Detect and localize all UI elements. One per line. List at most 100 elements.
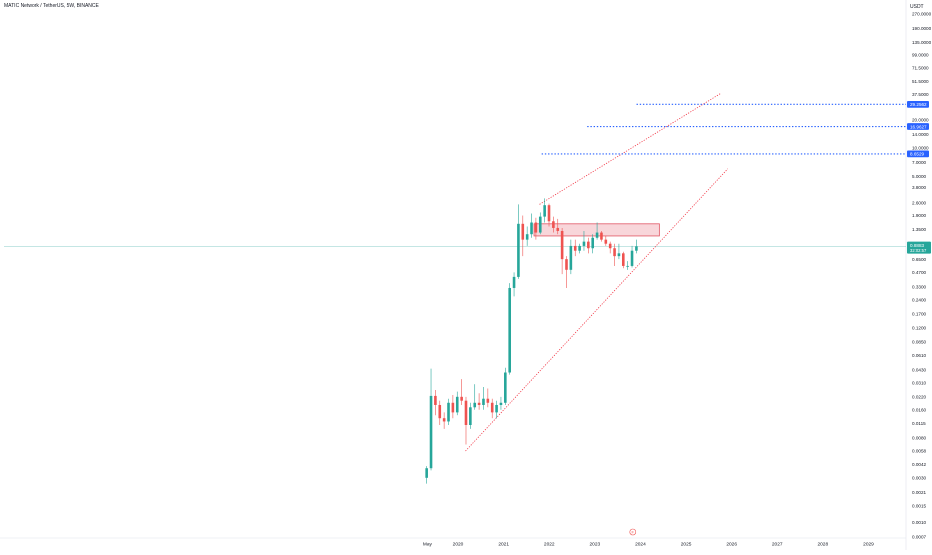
y-tick-label: 0.6500: [912, 257, 926, 262]
candle-body[interactable]: [442, 418, 446, 422]
candle-body[interactable]: [569, 245, 573, 270]
y-tick-label: 0.0058: [912, 449, 926, 454]
candle-body[interactable]: [543, 205, 546, 217]
x-tick-label: 2029: [863, 542, 874, 548]
y-tick-label: 0.3300: [912, 284, 926, 289]
x-tick-label: 2023: [589, 542, 600, 548]
candle-body[interactable]: [560, 230, 564, 260]
x-tick-label: 2027: [772, 542, 783, 548]
candle-body[interactable]: [464, 400, 468, 425]
y-tick-label: 0.0430: [912, 367, 926, 372]
y-tick-label: 3.8000: [912, 185, 926, 190]
candle-body[interactable]: [521, 223, 525, 240]
candle-body[interactable]: [556, 227, 560, 231]
y-tick-label: 14.0000: [912, 132, 929, 137]
candle-body[interactable]: [595, 232, 599, 238]
candle-body[interactable]: [490, 402, 494, 413]
y-tick-label: 0.0310: [912, 381, 926, 386]
y-tick-label: 0.0850: [912, 340, 926, 345]
y-tick-label: 2.6000: [912, 200, 926, 205]
candle-body[interactable]: [621, 253, 625, 266]
candle-body[interactable]: [482, 398, 485, 405]
target-level-label: 8.6529: [910, 152, 924, 157]
y-tick-label: 0.0015: [912, 504, 926, 509]
y-tick-label: 0.0080: [912, 436, 926, 441]
currency-label[interactable]: USDT: [910, 4, 924, 10]
candle-body[interactable]: [635, 246, 638, 251]
y-tick-label: 7.0000: [912, 160, 926, 165]
candle-body[interactable]: [547, 205, 551, 222]
candle-body[interactable]: [477, 402, 481, 405]
candle-body[interactable]: [451, 402, 455, 413]
y-tick-label: 37.5000: [912, 92, 929, 97]
y-tick-label: 0.2400: [912, 297, 926, 302]
candle-body[interactable]: [460, 396, 463, 401]
y-tick-label: 99.0000: [912, 52, 929, 57]
y-tick-label: 190.0000: [912, 26, 932, 31]
candle-body[interactable]: [473, 402, 477, 408]
candle-body[interactable]: [604, 239, 608, 244]
candle-body[interactable]: [495, 404, 498, 413]
y-tick-label: 0.0220: [912, 395, 926, 400]
candle-body[interactable]: [499, 402, 503, 405]
y-tick-label: 0.1700: [912, 311, 926, 316]
y-tick-label: 0.0007: [912, 535, 926, 540]
candle-body[interactable]: [626, 265, 629, 267]
y-tick-label: 270.0000: [912, 12, 932, 17]
candle-body[interactable]: [552, 221, 555, 228]
y-tick-label: 0.0610: [912, 353, 926, 358]
candle-body[interactable]: [425, 468, 428, 478]
candle-body[interactable]: [455, 396, 459, 413]
x-tick-label: 2021: [498, 542, 509, 548]
candle-body[interactable]: [600, 232, 603, 240]
y-tick-label: 1.9000: [912, 213, 926, 218]
target-level-badge: [907, 100, 929, 108]
candle-body[interactable]: [608, 243, 612, 249]
upper-trendline[interactable]: [539, 93, 721, 205]
candle-body[interactable]: [573, 245, 577, 251]
candle-body[interactable]: [630, 250, 634, 266]
y-tick-label: 0.0042: [912, 462, 926, 467]
target-level-badge: [907, 150, 929, 158]
candle-body[interactable]: [517, 223, 520, 277]
x-tick-label: 2028: [817, 542, 828, 548]
candle-body[interactable]: [512, 276, 516, 288]
candle-body[interactable]: [530, 222, 533, 235]
candle-body[interactable]: [617, 253, 621, 257]
x-tick-label: May: [423, 542, 433, 548]
last-price-countdown: 32:02:57: [910, 248, 927, 253]
candle-body[interactable]: [469, 407, 472, 425]
candle-body[interactable]: [434, 395, 437, 405]
y-tick-label: 0.1200: [912, 326, 926, 331]
candle-body[interactable]: [429, 395, 433, 469]
lower-trendline[interactable]: [465, 168, 729, 452]
candle-body[interactable]: [613, 248, 616, 257]
x-tick-label: 2024: [635, 542, 646, 548]
x-tick-label: 2020: [453, 542, 464, 548]
candle-body[interactable]: [508, 287, 511, 373]
y-tick-label: 10.0000: [912, 146, 929, 151]
x-tick-label: 2025: [681, 542, 692, 548]
candle-body[interactable]: [591, 237, 595, 249]
candle-body[interactable]: [538, 216, 542, 233]
y-tick-label: 0.0030: [912, 476, 926, 481]
y-tick-label: 1.3500: [912, 227, 926, 232]
candle-body[interactable]: [438, 404, 442, 419]
y-tick-label: 0.0010: [912, 520, 926, 525]
candle-body[interactable]: [447, 402, 450, 422]
last-price-label: 0.8883: [910, 243, 924, 248]
candle-body[interactable]: [525, 234, 529, 240]
candle-body[interactable]: [587, 241, 590, 249]
candle-body[interactable]: [504, 372, 507, 403]
candle-body[interactable]: [582, 241, 586, 246]
x-tick-label: 2022: [544, 542, 555, 548]
candle-body[interactable]: [565, 259, 568, 270]
candle-body[interactable]: [578, 245, 581, 251]
candle-body[interactable]: [534, 222, 538, 233]
y-tick-label: 0.0115: [912, 421, 926, 426]
y-tick-label: 0.0021: [912, 490, 926, 495]
event-marker-icon[interactable]: [629, 528, 637, 536]
candle-body[interactable]: [486, 398, 490, 403]
